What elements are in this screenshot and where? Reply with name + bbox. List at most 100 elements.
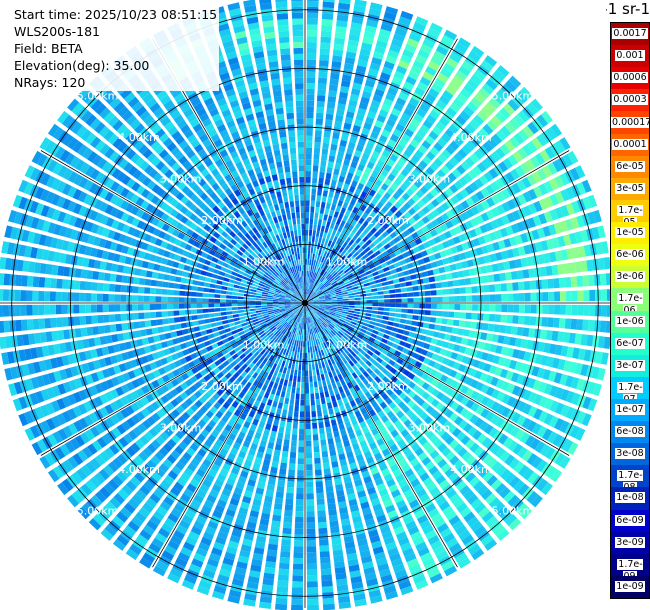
range-gate [552,159,563,173]
range-gate [261,464,270,472]
range-gate [439,116,450,127]
range-gate [194,331,202,338]
range-gate [235,324,242,329]
range-gate [306,270,309,277]
range-gate [306,18,318,25]
range-gate [368,189,377,197]
range-gate [396,531,408,541]
range-gate [439,500,451,512]
range-gate [245,484,255,493]
range-gate [507,154,518,166]
range-gate [353,423,361,432]
range-gate [316,106,325,114]
range-gate [305,270,307,277]
range-gate [457,270,465,278]
range-gate [80,327,88,337]
range-gate [229,326,237,331]
range-gate [402,251,410,259]
range-gate [451,271,459,279]
range-gate [288,350,292,357]
range-gate [161,304,168,310]
range-gate [571,200,581,214]
range-gate [504,454,516,466]
range-gate [305,223,309,230]
range-gate [321,256,325,263]
range-gate [161,550,175,561]
range-gate [562,153,574,167]
range-gate [455,524,468,536]
range-gate [326,497,336,505]
range-gate [431,388,440,397]
range-gate [4,367,13,381]
range-gate [80,464,92,477]
range-gate [384,178,393,187]
range-gate [543,342,551,354]
range-gate [316,486,324,494]
range-gate [151,439,161,450]
range-gate [442,341,450,349]
range-gate [312,296,319,300]
range-gate [460,295,467,302]
range-gate [316,492,325,500]
range-gate [220,334,228,340]
range-gate [320,562,331,570]
range-gate [483,424,494,435]
range-gate [206,328,213,334]
range-gate [419,76,431,87]
range-gate [198,386,207,395]
range-gate [605,273,610,286]
range-gate [86,326,94,336]
range-gate [363,282,370,287]
range-gate [340,80,351,88]
range-gate [346,253,353,260]
range-gate [214,438,224,448]
range-gate [445,387,455,397]
range-gate [57,482,69,496]
range-gate [348,298,355,301]
range-gate [243,340,251,346]
range-gate [491,194,501,205]
range-gate [310,334,313,341]
range-gate [307,0,319,8]
range-gate [336,324,342,329]
range-gate [403,107,414,117]
range-gate [323,342,328,349]
range-gate [538,396,548,408]
range-gate [440,431,451,441]
range-gate [553,372,563,384]
range-gate [343,158,351,166]
range-gate [413,297,420,303]
range-gate [343,301,349,303]
range-gate [513,132,525,145]
range-gate [428,323,436,330]
range-gate [331,138,339,145]
range-gate [369,364,377,371]
range-gate [321,19,333,26]
range-gate [282,321,288,327]
range-gate [386,410,395,419]
range-gate [431,245,439,253]
range-gate [350,575,363,584]
range-gate [274,497,284,505]
range-gate [374,452,383,461]
range-gate [433,157,443,168]
range-gate [308,317,312,323]
range-gate [554,344,563,356]
range-gate [347,39,359,48]
ppi-chart: 1.00km2.00km3.00km4.00km5.00km1.00km2.00… [0,0,610,610]
range-gate [422,71,434,82]
range-gate [256,426,264,434]
range-gate [325,327,331,333]
range-gate [562,439,574,453]
range-gate [336,308,343,311]
range-gate [55,356,64,368]
range-gate [34,262,42,274]
range-gate [332,174,339,181]
range-gate [68,423,79,435]
range-gate [282,313,288,318]
range-gate [273,419,280,427]
range-gate [306,581,318,588]
range-gate [123,433,134,444]
range-gate [171,465,182,476]
range-gate [242,325,249,330]
